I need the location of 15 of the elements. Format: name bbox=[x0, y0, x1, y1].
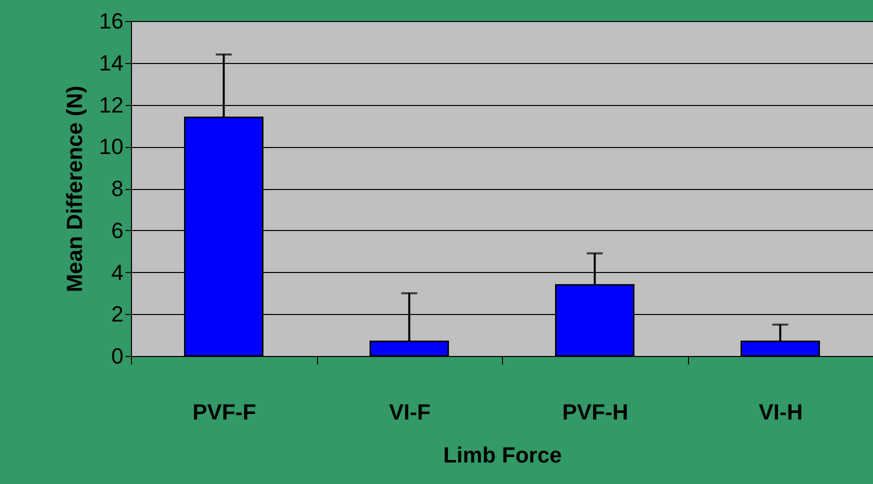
y-tick-label: 4 bbox=[111, 260, 124, 285]
y-tick-label: 8 bbox=[111, 176, 124, 201]
y-tick-label: 6 bbox=[111, 218, 124, 243]
y-tick-label: 14 bbox=[99, 50, 124, 76]
y-tick-label: 0 bbox=[111, 344, 124, 368]
x-tick-label: VI-F bbox=[388, 400, 431, 424]
y-tick-label: 12 bbox=[99, 92, 124, 118]
x-tick-label: PVF-F bbox=[192, 400, 256, 424]
x-tick-label: PVF-H bbox=[562, 400, 628, 424]
x-axis-title: Limb Force bbox=[443, 442, 562, 468]
x-tick-label: VI-H bbox=[758, 400, 803, 424]
y-tick-label: 2 bbox=[111, 302, 124, 327]
y-tick-label: 10 bbox=[99, 134, 124, 160]
y-axis-title: Mean Difference (N) bbox=[62, 86, 88, 292]
y-tick-label: 16 bbox=[99, 8, 124, 34]
